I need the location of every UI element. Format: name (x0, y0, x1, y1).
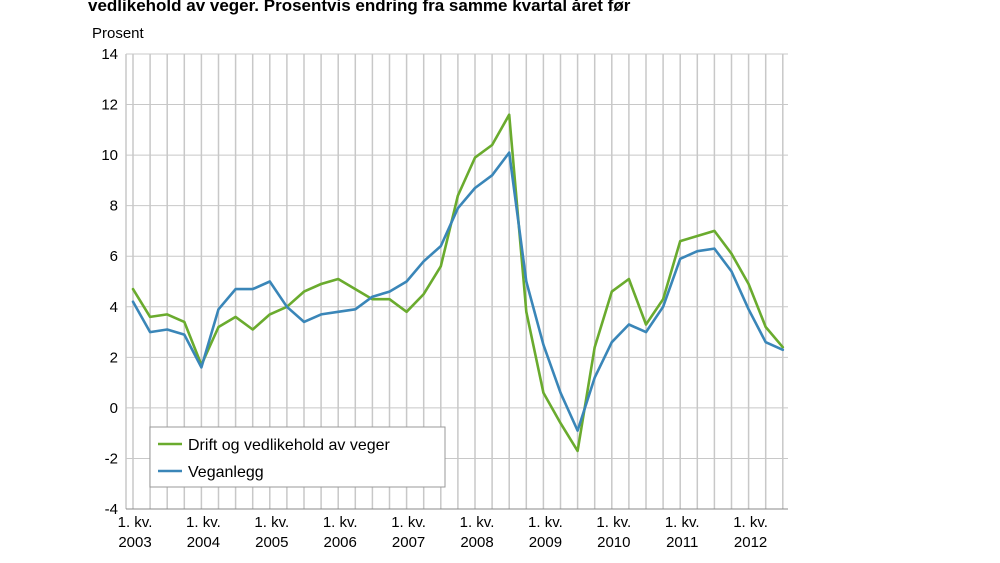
x-tick-quarter-label: 1. kv. (186, 514, 221, 531)
x-tick-year-label: 2010 (597, 534, 630, 551)
x-tick-quarter-label: 1. kv. (596, 514, 631, 531)
x-tick-quarter-label: 1. kv. (733, 514, 768, 531)
x-tick-year-label: 2009 (529, 534, 562, 551)
legend-label-veganlegg: Veganlegg (188, 464, 264, 481)
legend-box (149, 426, 446, 488)
x-tick-quarter-label: 1. kv. (665, 514, 700, 531)
x-tick-quarter-label: 1. kv. (323, 514, 358, 531)
series-line-veganlegg (131, 151, 785, 432)
x-tick-quarter-label: 1. kv. (118, 514, 153, 531)
x-tick-quarter-label: 1. kv. (391, 514, 426, 531)
x-tick-quarter-label: 1. kv. (254, 514, 289, 531)
y-tick-label: 10 (101, 147, 118, 164)
y-tick-label: 6 (110, 248, 118, 265)
x-tick-quarter-label: 1. kv. (528, 514, 563, 531)
x-tick-year-label: 2011 (666, 534, 698, 551)
series-line-drift (131, 113, 785, 453)
x-tick-year-label: 2012 (734, 534, 767, 551)
x-tick-year-label: 2003 (118, 534, 151, 551)
y-tick-label: 2 (110, 349, 118, 366)
y-tick-label: -4 (105, 501, 118, 518)
y-axis-tick-labels: 14 12 10 8 6 4 2 0 -2 -4 (101, 46, 118, 518)
y-axis-unit-label: Prosent (92, 25, 145, 42)
legend: Drift og vedlikehold av veger Veganlegg (149, 426, 446, 488)
y-tick-label: 14 (101, 46, 118, 63)
x-tick-year-label: 2004 (187, 534, 220, 551)
x-tick-quarter-label: 1. kv. (460, 514, 495, 531)
y-tick-label: 4 (110, 299, 118, 316)
y-tick-label: -2 (105, 450, 118, 467)
legend-label-drift: Drift og vedlikehold av veger (188, 437, 391, 454)
chart-title: vedlikehold av veger. Prosentvis endring… (88, 0, 631, 15)
y-tick-label: 12 (101, 97, 118, 114)
x-tick-year-label: 2007 (392, 534, 425, 551)
x-tick-year-label: 2005 (255, 534, 288, 551)
y-tick-label: 8 (110, 198, 118, 215)
y-tick-label: 0 (110, 400, 118, 417)
x-axis-tick-labels: 1. kv. 2003 1. kv. 2004 1. kv. 2005 1. kv. 2006… (118, 514, 768, 551)
x-tick-year-label: 2006 (324, 534, 357, 551)
x-tick-year-label: 2008 (460, 534, 493, 551)
